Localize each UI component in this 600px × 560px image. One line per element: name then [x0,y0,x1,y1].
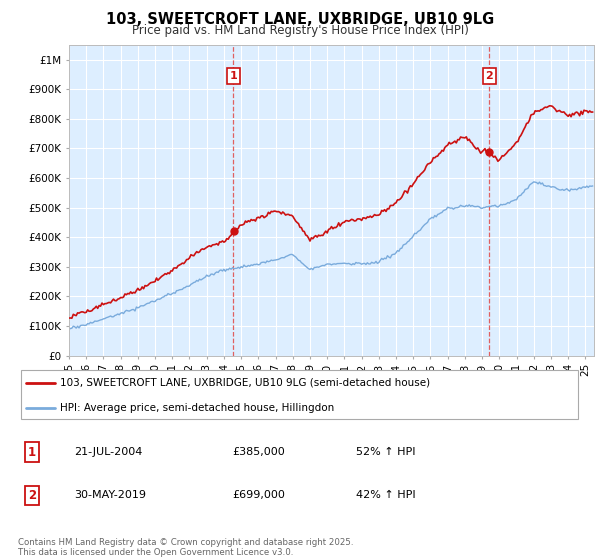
Text: 42% ↑ HPI: 42% ↑ HPI [356,491,416,501]
Text: Contains HM Land Registry data © Crown copyright and database right 2025.
This d: Contains HM Land Registry data © Crown c… [18,538,353,557]
Text: Price paid vs. HM Land Registry's House Price Index (HPI): Price paid vs. HM Land Registry's House … [131,24,469,36]
Text: 1: 1 [230,71,237,81]
Text: 30-MAY-2019: 30-MAY-2019 [74,491,146,501]
Text: 21-JUL-2004: 21-JUL-2004 [74,447,143,457]
Text: 52% ↑ HPI: 52% ↑ HPI [356,447,416,457]
Text: £699,000: £699,000 [232,491,285,501]
Text: 1: 1 [28,446,36,459]
Text: 2: 2 [485,71,493,81]
FancyBboxPatch shape [21,370,578,419]
Text: 2: 2 [28,489,36,502]
Text: HPI: Average price, semi-detached house, Hillingdon: HPI: Average price, semi-detached house,… [60,403,335,413]
Text: 103, SWEETCROFT LANE, UXBRIDGE, UB10 9LG (semi-detached house): 103, SWEETCROFT LANE, UXBRIDGE, UB10 9LG… [60,378,430,388]
Text: 103, SWEETCROFT LANE, UXBRIDGE, UB10 9LG: 103, SWEETCROFT LANE, UXBRIDGE, UB10 9LG [106,12,494,27]
Text: £385,000: £385,000 [232,447,285,457]
